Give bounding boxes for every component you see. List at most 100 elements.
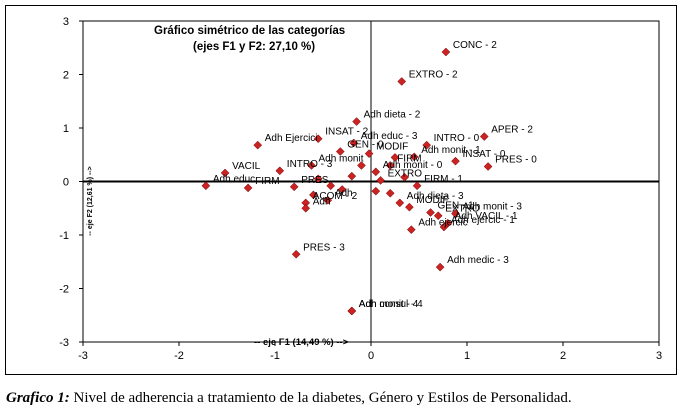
data-point-label: Adh medic - 3 (447, 255, 509, 266)
y-tick-label: 1 (63, 123, 69, 135)
data-point (397, 77, 407, 86)
data-point (313, 174, 323, 184)
data-point-label: Adh monit - 1 (421, 145, 481, 156)
x-tick-label: 0 (368, 350, 374, 362)
figure-caption: Grafico 1: Nivel de adherencia a tratami… (6, 390, 678, 407)
scatter-chart: -3 -2 -1 0 1 2 3 -3 -2 -1 0 1 2 3 CONC - 2 EXTRO - 2 Ad… (59, 16, 662, 362)
data-point (385, 188, 395, 198)
data-point (409, 152, 419, 162)
data-point-label: INSAT - 0 (462, 149, 505, 160)
data-point-label: FIRM (397, 153, 421, 164)
data-point-label: FIRM - 1 (424, 174, 463, 185)
x-tick-label: -1 (270, 350, 280, 362)
data-point-label: EXTRO - 2 (409, 69, 458, 80)
data-point-label: Adh educ - 3 (361, 131, 418, 142)
data-point-label: Adh monit - 3 (462, 202, 522, 213)
data-point-label: EXTRO (445, 204, 480, 215)
data-point (347, 306, 357, 316)
y-tick-label: -3 (59, 337, 69, 349)
data-point (395, 198, 405, 208)
y-tick-label: 3 (63, 16, 69, 28)
data-point-label: Adh ejercic - 1 (451, 215, 515, 226)
y-tick-label: -1 (59, 230, 69, 242)
data-point-label: GEN - 0 (347, 140, 384, 151)
data-point-label: Adh monit (318, 153, 363, 164)
data-point (352, 117, 361, 126)
data-point (275, 166, 285, 176)
data-point-label: Adh (313, 196, 331, 207)
data-point (422, 140, 432, 150)
data-point (323, 195, 333, 205)
x-tick-label: 3 (656, 350, 662, 362)
data-point (479, 132, 489, 141)
data-point-label: Adh monit - 4 (359, 299, 419, 310)
data-point (201, 181, 211, 191)
data-point-label: MODIF (376, 142, 408, 153)
data-point-label: VACIL (232, 161, 261, 172)
data-point (390, 153, 400, 162)
data-point (405, 202, 414, 212)
data-point (313, 134, 323, 144)
data-point-label: GEN - 1 (438, 201, 475, 212)
data-point (435, 262, 445, 272)
data-point (289, 182, 299, 192)
data-point (291, 249, 301, 259)
data-point-label: INSAT - 2 (325, 127, 368, 138)
data-point (364, 149, 374, 159)
chart-title: Gráfico simétrico de las categorías (154, 25, 345, 37)
caption-text: Nivel de adherencia a tratamiento de la … (69, 390, 572, 406)
data-point (376, 176, 385, 185)
data-point-label: INTRO - 0 (434, 133, 480, 144)
x-tick-label: 2 (560, 350, 566, 362)
data-point-label: Adh monit - 0 (383, 160, 443, 171)
x-tick-label: -3 (78, 350, 88, 362)
data-point-label: Adh VACIL - 1 (455, 211, 518, 222)
data-point (301, 203, 311, 213)
data-point (357, 161, 366, 170)
data-point-label: Adh dieta - 2 (364, 110, 421, 121)
data-point-label: CONC - 2 (453, 40, 497, 51)
data-point (371, 186, 381, 196)
data-point (433, 211, 443, 221)
data-point (483, 162, 493, 171)
data-point (426, 208, 435, 217)
x-tick-label: 1 (464, 350, 470, 362)
data-point (337, 185, 347, 194)
data-point (385, 161, 395, 170)
data-point-label: FIRM (255, 176, 279, 187)
x-axis-label: -- eje F1 (14,49 %) --> (254, 337, 349, 348)
data-point-label: INTRO - 3 (287, 159, 333, 170)
data-point-label: Adh ejercic (418, 218, 467, 229)
chart-frame: -3 -2 -1 0 1 2 3 -3 -2 -1 0 1 2 3 CONC - 2 EXTRO - 2 Ad… (5, 5, 677, 375)
y-tick-label: 2 (63, 70, 69, 82)
data-point-label: EXTRO (388, 168, 423, 179)
data-point (439, 222, 449, 232)
data-point (451, 209, 460, 218)
data-point-label: Adh (335, 188, 353, 199)
data-point (451, 156, 460, 166)
data-point-label: Adh educ (213, 174, 255, 185)
data-point (309, 190, 318, 200)
data-point (347, 171, 357, 181)
x-tick-label: -2 (174, 350, 184, 362)
data-point-label: PRES - 0 (495, 155, 537, 166)
data-point (406, 225, 416, 235)
caption-prefix: Grafico 1: (6, 390, 70, 406)
data-point (326, 181, 336, 191)
data-point-label: Adh dieta - 3 (407, 191, 464, 202)
data-point (349, 138, 359, 148)
y-tick-label: -2 (59, 284, 69, 296)
data-point (243, 183, 253, 193)
data-point-label: APER - 2 (491, 125, 533, 136)
data-point (307, 161, 316, 170)
data-point-label: MODIF (416, 195, 448, 206)
data-point-label: ACOM - 2 (313, 191, 358, 202)
data-point-label: Adh Ejercici (265, 133, 318, 144)
data-point (400, 172, 409, 182)
data-point-label: PRES (301, 175, 329, 186)
data-point (220, 168, 230, 178)
y-axis-label: -- eje F2 (12,61 %) --> (87, 166, 94, 235)
data-point (441, 47, 451, 57)
data-point-label: Adh consul - 4 (359, 299, 423, 310)
chart-subtitle: (ejes F1 y F2: 27,10 %) (193, 41, 315, 53)
